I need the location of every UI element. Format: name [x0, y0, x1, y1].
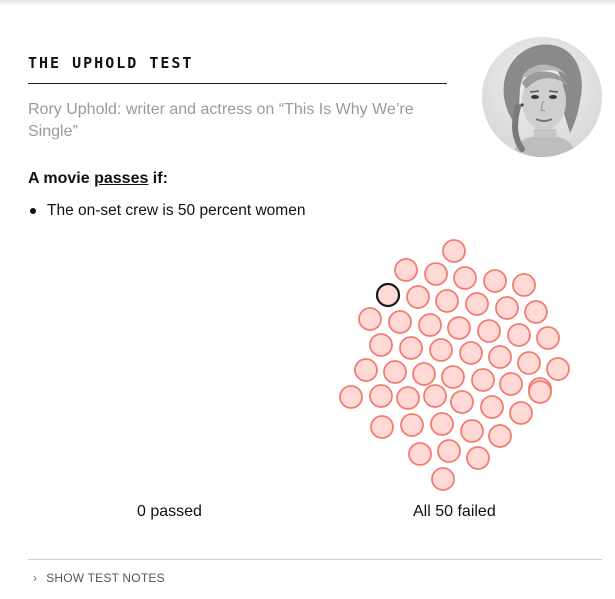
- movie-dot-failed[interactable]: [483, 269, 507, 293]
- failed-count: All 50 failed: [413, 503, 496, 520]
- footer-divider: [28, 559, 602, 560]
- movie-dot-failed[interactable]: [400, 413, 424, 437]
- movie-dot-failed[interactable]: [499, 372, 523, 396]
- top-shadow: [0, 0, 615, 6]
- movie-dot-failed[interactable]: [394, 258, 418, 282]
- movie-dot-failed[interactable]: [477, 319, 501, 343]
- movie-dot-failed[interactable]: [430, 412, 454, 436]
- show-test-notes-label: SHOW TEST NOTES: [46, 571, 165, 585]
- movie-dot-failed[interactable]: [423, 384, 447, 408]
- bullet-icon: [30, 208, 36, 214]
- movie-dot-failed[interactable]: [399, 336, 423, 360]
- test-title: THE UPHOLD TEST: [28, 54, 194, 72]
- movie-dot-failed[interactable]: [388, 310, 412, 334]
- movie-dot-failed[interactable]: [447, 316, 471, 340]
- movie-dot-failed[interactable]: [488, 424, 512, 448]
- movie-dot-failed[interactable]: [536, 326, 560, 350]
- movie-dot-failed[interactable]: [495, 296, 519, 320]
- movie-dot-failed[interactable]: [437, 439, 461, 463]
- movie-dot-failed[interactable]: [460, 419, 484, 443]
- movie-dot-failed[interactable]: [431, 467, 455, 491]
- movie-dot-failed[interactable]: [408, 442, 432, 466]
- pass-rule-heading: A movie passes if:: [28, 170, 168, 188]
- movie-dot-failed[interactable]: [418, 313, 442, 337]
- title-divider: [28, 83, 447, 84]
- show-test-notes-button[interactable]: › SHOW TEST NOTES: [33, 571, 165, 585]
- rule-keyword: passes: [94, 170, 149, 187]
- movie-dot-failed[interactable]: [480, 395, 504, 419]
- author-description: Rory Uphold: writer and actress on “This…: [28, 101, 414, 140]
- movie-dot-failed[interactable]: [412, 362, 436, 386]
- movie-dot-failed[interactable]: [528, 380, 552, 404]
- criteria-list: The on-set crew is 50 percent women: [28, 201, 305, 221]
- movie-dot-failed[interactable]: [507, 323, 531, 347]
- chevron-right-icon: ›: [33, 571, 38, 585]
- movie-dot-failed[interactable]: [450, 390, 474, 414]
- movie-dot-failed[interactable]: [354, 358, 378, 382]
- movie-dot-failed[interactable]: [369, 333, 393, 357]
- movie-dot-failed[interactable]: [509, 401, 533, 425]
- movie-dot-failed[interactable]: [466, 446, 490, 470]
- movie-dot-failed[interactable]: [396, 386, 420, 410]
- passed-count: 0 passed: [137, 503, 202, 520]
- movie-dot-failed[interactable]: [546, 357, 570, 381]
- author-portrait: [482, 37, 602, 157]
- movie-dot-failed[interactable]: [488, 345, 512, 369]
- rule-prefix: A movie: [28, 170, 95, 187]
- criteria-item: The on-set crew is 50 percent women: [28, 201, 305, 221]
- movie-dot-failed[interactable]: [441, 365, 465, 389]
- movie-dot-highlighted[interactable]: [375, 282, 401, 308]
- criteria-text: The on-set crew is 50 percent women: [47, 202, 306, 219]
- movie-dot-failed[interactable]: [524, 300, 548, 324]
- movie-dot-failed[interactable]: [465, 292, 489, 316]
- movie-dot-failed[interactable]: [358, 307, 382, 331]
- movie-dot-failed[interactable]: [429, 338, 453, 362]
- movie-dot-failed[interactable]: [471, 368, 495, 392]
- movie-dot-failed[interactable]: [459, 341, 483, 365]
- movie-dot-failed[interactable]: [369, 384, 393, 408]
- movie-dot-failed[interactable]: [442, 239, 466, 263]
- movie-dot-failed[interactable]: [453, 266, 477, 290]
- movie-dot-failed[interactable]: [339, 385, 363, 409]
- movie-dot-failed[interactable]: [406, 285, 430, 309]
- movie-dot-failed[interactable]: [512, 273, 536, 297]
- portrait-image: [482, 37, 602, 157]
- movie-dot-failed[interactable]: [435, 289, 459, 313]
- movie-dot-failed[interactable]: [383, 360, 407, 384]
- movie-dot-failed[interactable]: [424, 262, 448, 286]
- movie-dot-failed[interactable]: [370, 415, 394, 439]
- rule-suffix: if:: [148, 170, 168, 187]
- movie-dot-failed[interactable]: [517, 351, 541, 375]
